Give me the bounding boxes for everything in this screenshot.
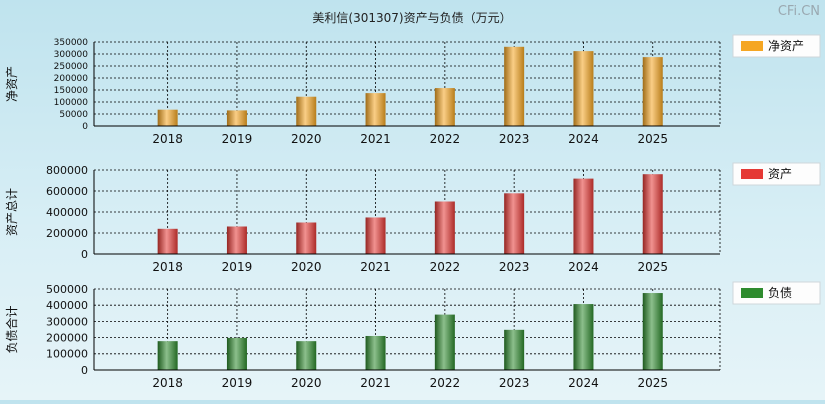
x-tick-label: 2019 [222,260,253,274]
x-tick-label: 2025 [637,376,668,390]
bar-2023 [504,46,525,126]
bar-2019 [226,337,247,370]
bar-2020 [296,341,317,370]
x-tick-label: 2021 [360,260,391,274]
x-tick-label: 2023 [499,132,530,146]
bar-2019 [226,226,247,254]
bar-2025 [642,293,663,370]
bar-2024 [573,51,594,127]
plot-area [94,289,720,370]
x-tick-label: 2020 [291,132,322,146]
y-tick-label: 600000 [46,185,88,198]
y-tick-label: 150000 [54,86,89,96]
bar-2021 [365,335,386,370]
y-tick-label: 200000 [46,331,88,344]
x-tick-label: 2018 [152,260,183,274]
y-axis-label: 资产总计 [5,188,19,236]
bar-2025 [642,57,663,127]
chart-title: 美利信(301307)资产与负债（万元） [312,11,511,25]
bar-2018 [157,341,178,370]
bar-2024 [573,178,594,254]
legend [732,281,821,305]
y-tick-label: 400000 [46,299,88,312]
x-tick-label: 2022 [430,260,461,274]
bar-2025 [642,174,663,254]
x-tick-label: 2024 [568,132,599,146]
x-tick-label: 2025 [637,260,668,274]
legend-label: 负债 [768,286,792,300]
x-tick-label: 2022 [430,376,461,390]
bar-2023 [504,329,525,370]
legend-swatch [741,41,763,51]
x-tick-label: 2019 [222,376,253,390]
plot-area [94,42,720,126]
panel-2: 0 200000 400000 600000 800000 2018 2019 2020 202… [5,162,821,274]
bar-2020 [296,96,317,126]
panel-1: 0 50000 100000 150000 200000 250000 300000 3500… [5,34,821,146]
x-tick-label: 2022 [430,132,461,146]
watermark: CFi.CN [778,4,820,19]
legend-label: 资产 [768,167,792,181]
y-tick-label: 100000 [54,98,89,108]
y-tick-label: 300000 [54,50,89,60]
x-tick-label: 2018 [152,376,183,390]
y-tick-label: 0 [81,248,88,261]
bar-2021 [365,93,386,126]
y-tick-label: 50000 [59,110,88,120]
y-tick-label: 300000 [46,315,88,328]
x-tick-label: 2021 [360,376,391,390]
panel-3: 0 100000 200000 300000 400000 500000 2018 2019 2… [4,281,821,390]
x-tick-label: 2020 [291,376,322,390]
y-tick-label: 500000 [46,283,88,296]
bar-2024 [573,304,594,370]
bar-2023 [504,193,525,254]
y-tick-label: 250000 [54,62,89,72]
y-tick-label: 0 [82,122,88,132]
bar-2020 [296,222,317,254]
bar-2022 [434,201,455,254]
legend [732,34,821,58]
x-tick-label: 2020 [291,260,322,274]
x-tick-label: 2025 [637,132,668,146]
x-tick-label: 2018 [152,132,183,146]
legend-swatch [741,288,763,298]
bar-2018 [157,228,178,254]
y-tick-label: 400000 [46,206,88,219]
bar-2021 [365,217,386,254]
x-tick-label: 2023 [499,376,530,390]
bar-2018 [157,109,178,126]
y-axis-label: 负债合计 [4,305,19,353]
y-tick-label: 800000 [46,164,88,177]
legend [732,162,821,186]
legend-swatch [741,169,763,179]
y-tick-label: 350000 [54,38,89,48]
bar-2022 [434,88,455,126]
x-tick-label: 2019 [222,132,253,146]
legend-label: 净资产 [768,39,804,53]
y-tick-label: 100000 [46,348,88,361]
y-tick-label: 200000 [46,227,88,240]
y-axis-label: 净资产 [5,66,19,102]
x-tick-label: 2024 [568,376,599,390]
x-tick-label: 2023 [499,260,530,274]
y-tick-label: 0 [81,364,88,377]
bar-2019 [226,110,247,126]
y-tick-label: 200000 [54,74,89,84]
bar-2022 [434,314,455,370]
x-tick-label: 2021 [360,132,391,146]
x-tick-label: 2024 [568,260,599,274]
